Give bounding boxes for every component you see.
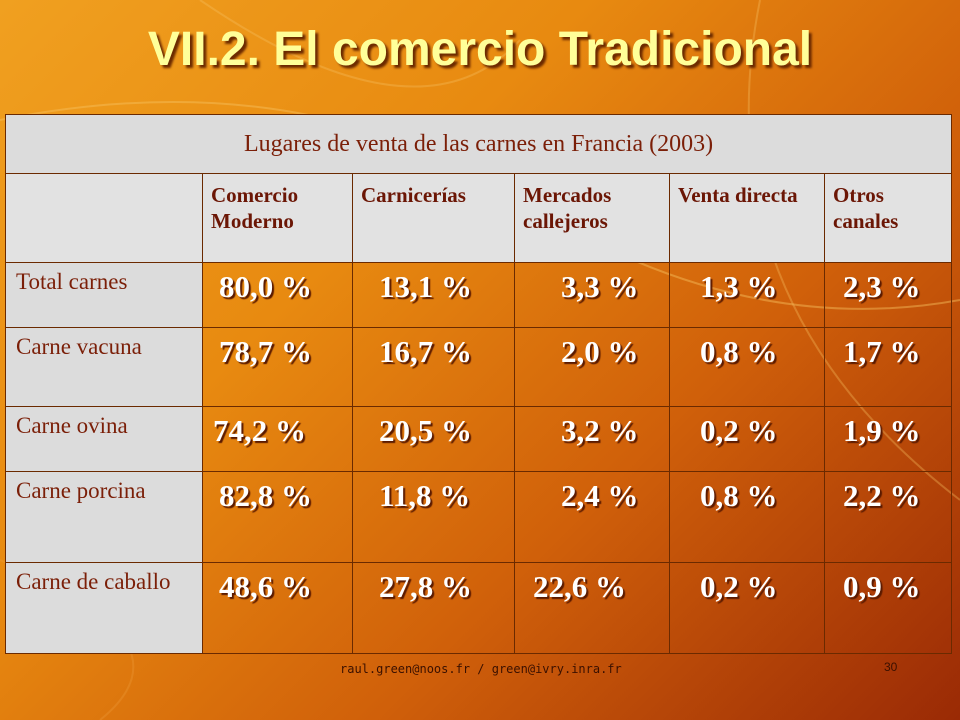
value-cell: 0,8 % <box>669 471 825 563</box>
header-corner <box>5 173 203 263</box>
value-cell: 2,4 % <box>514 471 670 563</box>
value-cell: 80,0 % <box>202 262 353 328</box>
value-cell: 11,8 % <box>352 471 515 563</box>
slide-footer: raul.green@noos.fr / green@ivry.inra.fr <box>340 662 622 676</box>
value-cell: 16,7 % <box>352 327 515 407</box>
row-label: Carne porcina <box>5 471 203 563</box>
meat-sales-table: Lugares de venta de las carnes en Franci… <box>4 114 953 654</box>
value-cell: 22,6 % <box>514 562 670 654</box>
value-cell: 48,6 % <box>202 562 353 654</box>
value-cell: 78,7 % <box>202 327 353 407</box>
row-label: Carne ovina <box>5 406 203 472</box>
value-cell: 74,2 % <box>202 406 353 472</box>
value-cell: 0,8 % <box>669 327 825 407</box>
value-cell: 82,8 % <box>202 471 353 563</box>
page-number: 30 <box>884 660 898 674</box>
value-cell: 1,7 % <box>823 327 953 407</box>
value-cell: 2,0 % <box>514 327 670 407</box>
table-row: Carne porcina 82,8 % 11,8 % 2,4 % 0,8 % … <box>5 471 953 563</box>
row-label: Carne de caballo <box>5 562 203 654</box>
value-cell: 0,9 % <box>823 562 953 654</box>
table-caption: Lugares de venta de las carnes en Franci… <box>4 114 953 174</box>
table-row: Carne de caballo 48,6 % 27,8 % 22,6 % 0,… <box>5 562 953 654</box>
table-row: Carne vacuna 78,7 % 16,7 % 2,0 % 0,8 % 1… <box>5 327 953 407</box>
value-cell: 2,3 % <box>823 262 953 328</box>
header-carnicerias: Carnicerías <box>352 173 515 263</box>
header-venta-directa: Venta directa <box>669 173 825 263</box>
value-cell: 3,2 % <box>514 406 670 472</box>
row-label: Carne vacuna <box>5 327 203 407</box>
value-cell: 2,2 % <box>823 471 953 563</box>
slide-title: VII.2. El comercio Tradicional <box>147 23 813 76</box>
value-cell: 0,2 % <box>669 562 825 654</box>
value-cell: 13,1 % <box>352 262 515 328</box>
header-mercados-callejeros: Mercados callejeros <box>514 173 670 263</box>
value-cell: 3,3 % <box>514 262 670 328</box>
value-cell: 1,9 % <box>823 406 953 472</box>
value-cell: 0,2 % <box>669 406 825 472</box>
table-row: Total carnes 80,0 % 13,1 % 3,3 % 1,3 % 2… <box>5 262 953 328</box>
value-cell: 27,8 % <box>352 562 515 654</box>
header-otros-canales: Otros canales <box>823 173 953 263</box>
value-cell: 1,3 % <box>669 262 825 328</box>
table-row: Carne ovina 74,2 % 20,5 % 3,2 % 0,2 % 1,… <box>5 406 953 472</box>
value-cell: 20,5 % <box>352 406 515 472</box>
header-comercio-moderno: Comercio Moderno <box>202 173 353 263</box>
row-label: Total carnes <box>5 262 203 328</box>
